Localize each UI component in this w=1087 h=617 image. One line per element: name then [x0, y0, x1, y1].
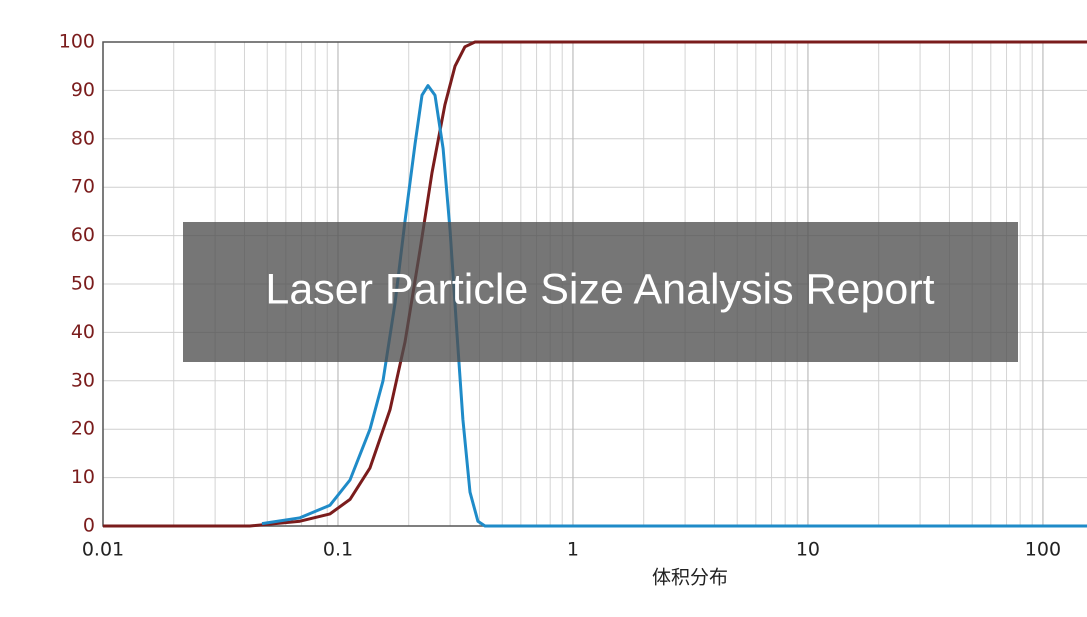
y-tick-label: 20 [71, 418, 95, 440]
x-tick-label: 0.01 [82, 539, 124, 561]
x-axis-label: 体积分布 [652, 567, 728, 589]
y-tick-label: 100 [59, 31, 95, 53]
y-tick-label: 10 [71, 466, 95, 488]
y-tick-label: 80 [71, 127, 95, 149]
y-tick-label: 70 [71, 176, 95, 198]
x-tick-label: 10 [796, 539, 820, 561]
title-banner [183, 222, 1018, 362]
x-tick-label: 1 [567, 539, 579, 561]
chart-title: Laser Particle Size Analysis Report [265, 265, 934, 313]
y-tick-label: 0 [83, 515, 95, 537]
y-tick-label: 30 [71, 369, 95, 391]
y-tick-label: 90 [71, 79, 95, 101]
series-line [261, 84, 1087, 528]
x-tick-label: 0.1 [323, 539, 353, 561]
y-tick-label: 50 [71, 273, 95, 295]
y-tick-label: 40 [71, 321, 95, 343]
x-tick-label: 100 [1025, 539, 1061, 561]
y-tick-label: 60 [71, 224, 95, 246]
